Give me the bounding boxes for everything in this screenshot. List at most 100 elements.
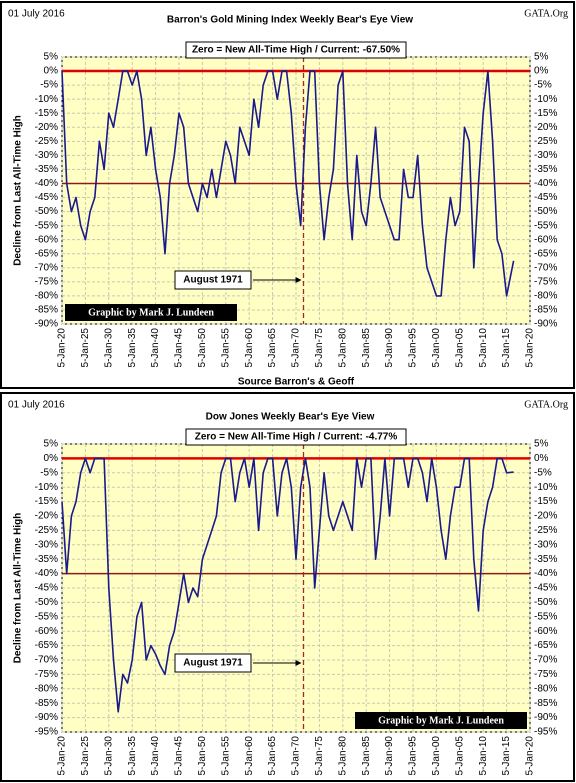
y-tick-label: -75%	[35, 276, 58, 287]
y2-tick-label: -45%	[534, 583, 557, 594]
x-tick-label: 5-Jan-40	[150, 328, 161, 368]
y-tick-label: -80%	[35, 683, 58, 694]
y2-tick-label: -15%	[534, 496, 557, 507]
y-tick-label: -75%	[35, 669, 58, 680]
x-tick-label: 5-Jan-30	[103, 736, 114, 776]
chart-site: GATA.Org	[524, 399, 568, 410]
x-tick-label: 5-Jan-80	[337, 328, 348, 368]
event-label: August 1971	[183, 275, 243, 286]
x-tick-label: 5-Jan-00	[431, 736, 442, 776]
y2-tick-label: 0%	[534, 66, 549, 77]
credit-box	[65, 304, 237, 321]
y-tick-label: -5%	[40, 80, 58, 91]
x-tick-label: 5-Jan-95	[408, 736, 419, 776]
y2-tick-label: -65%	[534, 248, 557, 259]
chart-date: 01 July 2016	[8, 9, 65, 20]
y2-tick-label: -25%	[534, 525, 557, 536]
y-tick-label: -90%	[35, 319, 58, 330]
y-tick-label: -10%	[35, 482, 58, 493]
y2-tick-label: -50%	[534, 597, 557, 608]
y2-tick-label: -35%	[534, 554, 557, 565]
x-tick-label: 5-Jan-70	[291, 328, 302, 368]
y-tick-label: -10%	[35, 94, 58, 105]
x-tick-label: 5-Jan-55	[220, 328, 231, 368]
x-tick-label: 5-Jan-20	[57, 328, 68, 368]
x-tick-label: 5-Jan-50	[197, 736, 208, 776]
y2-tick-label: -15%	[534, 108, 557, 119]
y2-tick-label: -90%	[534, 712, 557, 723]
y2-tick-label: -65%	[534, 640, 557, 651]
y2-tick-label: -45%	[534, 192, 557, 203]
y-tick-label: -55%	[35, 220, 58, 231]
x-tick-label: 5-Jan-25	[80, 328, 91, 368]
y2-tick-label: -80%	[534, 291, 557, 302]
y-tick-label: -90%	[35, 712, 58, 723]
y2-tick-label: -60%	[534, 626, 557, 637]
y2-tick-label: -70%	[534, 262, 557, 273]
x-tick-label: 5-Jan-35	[127, 328, 138, 368]
y-tick-label: -60%	[35, 626, 58, 637]
y-tick-label: -40%	[35, 178, 58, 189]
y2-tick-label: -75%	[534, 669, 557, 680]
x-tick-label: 5-Jan-45	[174, 328, 185, 368]
x-axis-label: Source Barron's & Geoff	[238, 377, 355, 388]
y2-tick-label: -85%	[534, 698, 557, 709]
x-tick-label: 5-Jan-60	[244, 736, 255, 776]
x-tick-label: 5-Jan-90	[384, 328, 395, 368]
event-arrowhead	[295, 660, 302, 666]
y-tick-label: -15%	[35, 496, 58, 507]
y2-tick-label: -20%	[534, 122, 557, 133]
y-tick-label: -65%	[35, 640, 58, 651]
credit: Graphic by Mark J. Lundeen	[378, 715, 504, 726]
y-tick-label: -65%	[35, 248, 58, 259]
y2-tick-label: -80%	[534, 683, 557, 694]
y-tick-label: 5%	[44, 439, 59, 450]
y2-tick-label: -55%	[534, 611, 557, 622]
y2-tick-label: -20%	[534, 511, 557, 522]
y-tick-label: -35%	[35, 554, 58, 565]
y2-tick-label: 5%	[534, 52, 549, 63]
y2-tick-label: -30%	[534, 150, 557, 161]
y-tick-label: 5%	[44, 52, 59, 63]
x-tick-label: 5-Jan-95	[408, 328, 419, 368]
note-box	[185, 428, 407, 446]
x-tick-label: 5-Jan-70	[291, 736, 302, 776]
y-tick-label: -70%	[35, 655, 58, 666]
chart-date: 01 July 2016	[8, 400, 65, 411]
y2-tick-label: -30%	[534, 539, 557, 550]
y2-tick-label: -85%	[534, 305, 557, 316]
y2-tick-label: -10%	[534, 482, 557, 493]
y2-tick-label: -25%	[534, 136, 557, 147]
y-tick-label: -25%	[35, 136, 58, 147]
x-tick-label: 5-Jan-40	[150, 736, 161, 776]
x-tick-label: 5-Jan-65	[267, 736, 278, 776]
x-tick-label: 5-Jan-45	[174, 736, 185, 776]
y-tick-label: -45%	[35, 192, 58, 203]
y-tick-label: -60%	[35, 234, 58, 245]
credit-box	[355, 712, 527, 729]
y-tick-label: 0%	[44, 66, 59, 77]
x-tick-label: 5-Jan-35	[127, 736, 138, 776]
y2-tick-label: -35%	[534, 164, 557, 175]
x-tick-label: 5-Jan-85	[361, 736, 372, 776]
chart-site: GATA.Org	[524, 8, 568, 19]
chart-title: Dow Jones Weekly Bear's Eye View	[206, 412, 375, 423]
x-tick-label: 5-Jan-10	[478, 328, 489, 368]
y-tick-label: -30%	[35, 539, 58, 550]
y-tick-label: -55%	[35, 611, 58, 622]
x-tick-label: 5-Jan-75	[314, 736, 325, 776]
y-axis-label: Decline from Last All-Time High	[13, 115, 24, 266]
y-tick-label: -30%	[35, 150, 58, 161]
y2-tick-label: -5%	[534, 467, 552, 478]
x-tick-label: 5-Jan-25	[80, 736, 91, 776]
y-tick-label: -50%	[35, 597, 58, 608]
y2-tick-label: -90%	[534, 319, 557, 330]
data-line	[61, 70, 515, 297]
x-tick-label: 5-Jan-85	[361, 328, 372, 368]
y2-tick-label: -10%	[534, 94, 557, 105]
event-label: August 1971	[183, 658, 243, 669]
event-arrowhead	[295, 277, 302, 283]
chart-panel: 01 July 2016 GATA.Org Barron's Gold Mining…	[0, 1, 575, 389]
chart-panel: 01 July 2016 GATA.Org Dow Jones Weekly Bea…	[0, 392, 575, 782]
y2-tick-label: -70%	[534, 655, 557, 666]
